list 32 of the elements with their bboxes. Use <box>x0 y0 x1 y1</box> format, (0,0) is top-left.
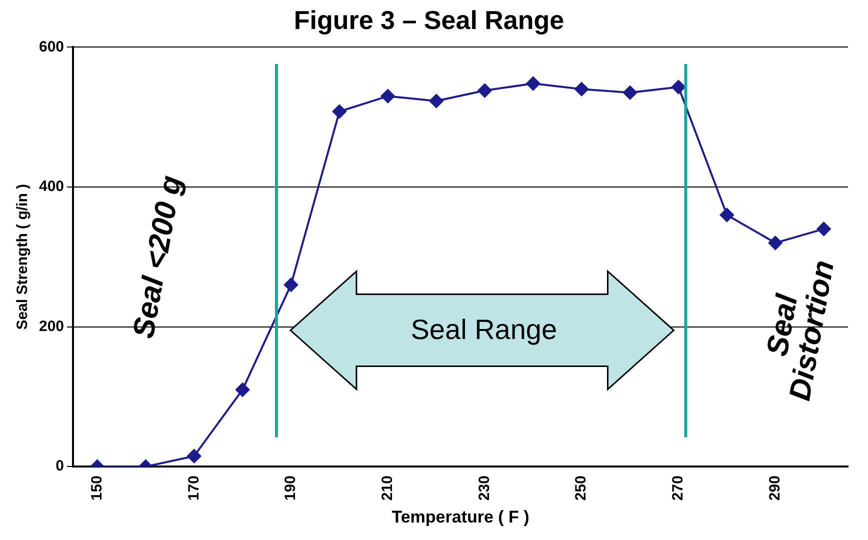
x-tick-label: 290 <box>766 476 784 501</box>
annotation: Seal Distortion <box>760 257 840 404</box>
point <box>236 382 250 397</box>
x-tick-label: 270 <box>670 476 687 501</box>
chart-title: Figure 3 – Seal Range <box>294 4 564 35</box>
point <box>332 104 346 119</box>
y-tick-label: 400 <box>38 178 64 196</box>
y-tick-label: 200 <box>38 318 64 335</box>
point <box>429 94 444 108</box>
point <box>816 222 831 236</box>
point <box>187 449 202 464</box>
y-tick-label: 600 <box>38 38 64 56</box>
y-axis-title: Seal Strength ( g/in ) <box>14 184 32 330</box>
point <box>526 76 540 91</box>
point <box>671 80 686 94</box>
x-tick-label: 170 <box>185 476 202 501</box>
point <box>380 89 395 104</box>
point <box>623 86 638 100</box>
point <box>284 278 298 292</box>
x-tick-label: 210 <box>379 476 396 501</box>
x-tick-label: 150 <box>88 476 106 501</box>
y-tick-label: 0 <box>56 458 64 475</box>
x-axis-title: Temperature ( F ) <box>392 507 530 526</box>
x-tick-label: 230 <box>476 476 493 501</box>
annotation: Seal <200 g <box>127 173 188 341</box>
point <box>768 236 782 250</box>
x-tick-label: 190 <box>282 476 300 501</box>
point <box>720 208 734 222</box>
point <box>574 82 589 96</box>
x-tick-label: 250 <box>572 476 590 501</box>
annotation: Seal Range <box>410 314 558 346</box>
point <box>478 84 492 98</box>
